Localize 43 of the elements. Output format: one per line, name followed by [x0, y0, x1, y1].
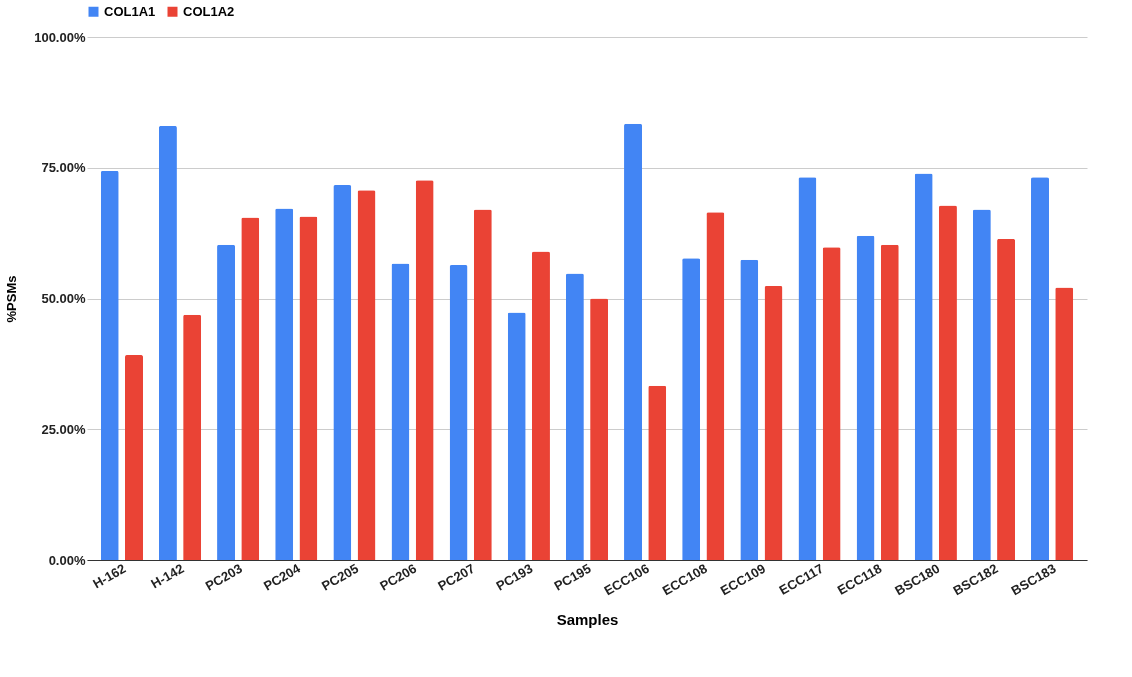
bar — [880, 244, 899, 560]
legend-label: COL1A2 — [183, 3, 235, 19]
bar — [183, 314, 202, 560]
bar — [798, 177, 817, 560]
bar — [100, 170, 119, 560]
bar — [125, 354, 143, 560]
bar — [333, 185, 352, 560]
bar — [590, 298, 609, 560]
bar — [507, 312, 526, 560]
bar — [158, 125, 177, 560]
bar — [299, 216, 318, 560]
bar — [1055, 287, 1074, 560]
legend-label: COL1A1 — [104, 3, 156, 19]
bar — [449, 265, 468, 560]
y-axis-title: %PSMs — [4, 275, 20, 323]
bar — [914, 173, 933, 560]
bar — [275, 208, 294, 560]
bar — [682, 258, 701, 560]
bar — [624, 123, 643, 560]
y-tick-label: 25.00% — [41, 421, 86, 437]
bar — [764, 285, 783, 560]
y-tick-label: 75.00% — [41, 160, 86, 176]
y-tick-label: 100.00% — [34, 29, 86, 45]
y-tick-label: 50.00% — [41, 291, 86, 306]
bar — [972, 209, 991, 560]
bar — [391, 263, 410, 560]
bar — [1031, 177, 1049, 560]
bar — [217, 244, 236, 560]
bar — [648, 385, 667, 560]
bar — [565, 273, 584, 560]
bar — [357, 190, 376, 560]
bar — [241, 217, 260, 560]
bar — [740, 259, 759, 560]
bar — [531, 251, 550, 560]
bar — [473, 209, 492, 560]
bar — [856, 235, 875, 560]
bar — [706, 212, 725, 560]
bar — [822, 247, 841, 560]
x-axis-title: Samples — [556, 611, 619, 629]
bar — [415, 180, 434, 560]
bar — [938, 205, 957, 560]
bar — [997, 238, 1016, 560]
y-tick-label: 0.00% — [48, 552, 86, 568]
